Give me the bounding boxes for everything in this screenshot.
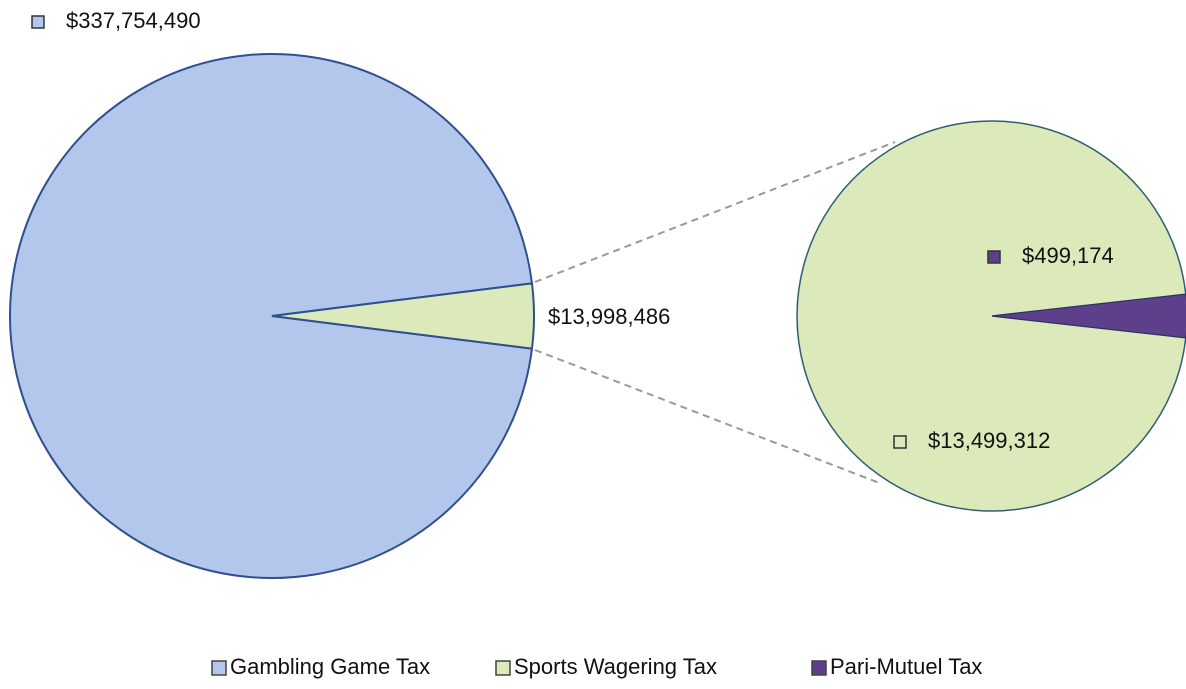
- label-key: [893, 435, 907, 449]
- connector-line: [534, 349, 883, 485]
- data-label: $13,499,312: [928, 428, 1050, 453]
- legend-label: Pari-Mutuel Tax: [830, 654, 982, 679]
- legend-swatch: [211, 660, 227, 676]
- legend-swatch: [495, 660, 511, 676]
- pie-slice: [796, 120, 1186, 512]
- data-label: $13,998,486: [548, 304, 670, 329]
- data-label: $499,174: [1022, 243, 1114, 268]
- connector-line: [534, 141, 896, 283]
- label-key: [31, 15, 45, 29]
- legend-label: Gambling Game Tax: [230, 654, 430, 679]
- label-key: [987, 250, 1001, 264]
- legend-label: Sports Wagering Tax: [514, 654, 717, 679]
- pie-slice-other: [271, 282, 535, 350]
- data-label: $337,754,490: [66, 8, 201, 33]
- legend-swatch: [811, 660, 827, 676]
- pie-slice: [9, 53, 534, 579]
